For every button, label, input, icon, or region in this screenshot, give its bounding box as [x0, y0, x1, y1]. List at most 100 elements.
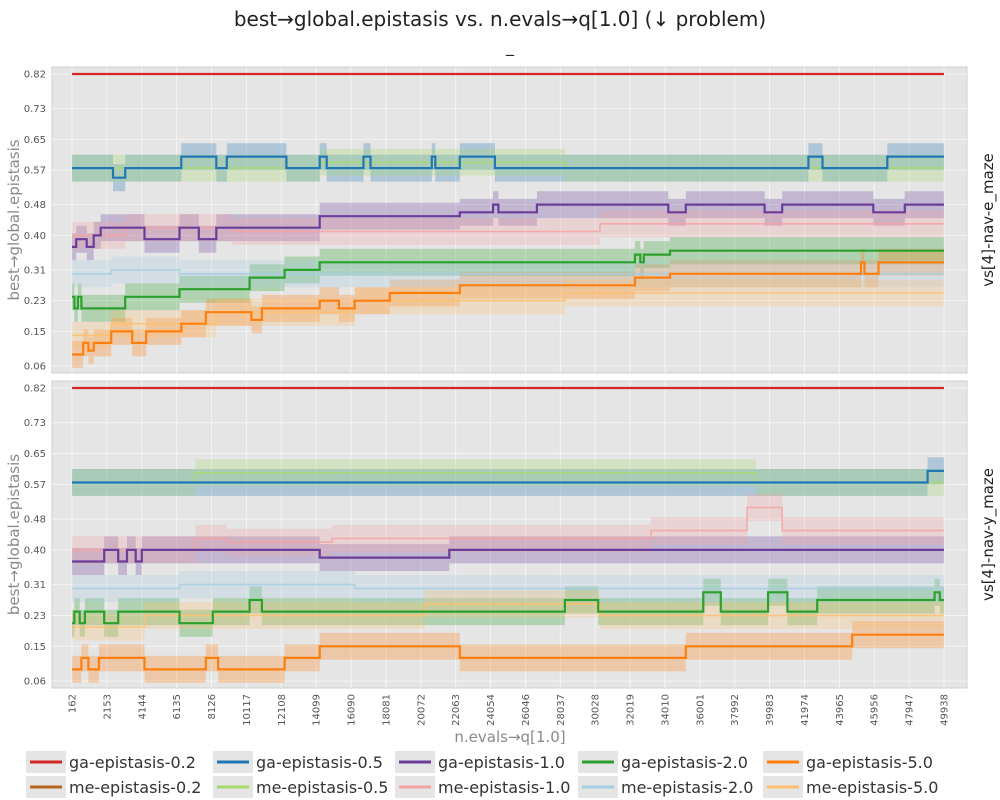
- legend-item-ga-epistasis-0.5: ga-epistasis-0.5: [213, 751, 383, 773]
- confidence-bands: [72, 143, 944, 368]
- y-tick-label: 0.40: [24, 231, 46, 242]
- y-tick-label: 0.06: [24, 677, 46, 688]
- facet-label: vs[4]-nav-e_maze: [979, 153, 998, 287]
- band-ga-epistasis-5.0: [72, 248, 944, 368]
- y-tick-label: 0.73: [24, 104, 46, 115]
- x-axis-label: n.evals→q[1.0]: [454, 728, 565, 746]
- legend-item-me-epistasis-5.0: me-epistasis-5.0: [763, 776, 938, 798]
- legend-label: me-epistasis-0.5: [256, 778, 388, 797]
- legend-label: ga-epistasis-0.2: [69, 753, 196, 772]
- series-line-ga-epistasis-1.0: [72, 203, 944, 248]
- legend-item-me-epistasis-1.0: me-epistasis-1.0: [395, 776, 570, 798]
- y-tick-label: 0.15: [24, 327, 46, 338]
- band-ga-epistasis-2.0: [72, 578, 944, 637]
- legend-item-ga-epistasis-2.0: ga-epistasis-2.0: [578, 751, 748, 773]
- legend-item-me-epistasis-0.2: me-epistasis-0.2: [26, 776, 201, 798]
- x-tick-label: 41974: [800, 694, 811, 726]
- series-line-ga-epistasis-0.5: [72, 469, 944, 484]
- x-tick-label: 30028: [591, 694, 602, 726]
- x-tick-label: 14099: [312, 694, 323, 726]
- x-tick-label: 24054: [486, 694, 497, 726]
- y-tick-label: 0.65: [24, 135, 46, 146]
- band-ga-epistasis-1.0: [72, 536, 944, 575]
- facet-panel-1: 0.82 0.73 0.65 0.57 0.48 0.40 0.31 0.23 0.15 0.06…: [5, 66, 998, 374]
- legend-label: ga-epistasis-5.0: [806, 753, 933, 772]
- y-tick-label: 0.48: [24, 200, 46, 211]
- x-tick-label: 10117: [242, 694, 253, 726]
- y-axis-label: best→global.epistasis: [5, 454, 23, 615]
- x-tick-label: 45956: [870, 694, 881, 726]
- x-tick-label: 28037: [556, 694, 567, 726]
- x-tick-label: 2153: [102, 694, 113, 719]
- x-tick-label: 22063: [451, 694, 462, 726]
- y-tick-label: 0.40: [24, 545, 46, 556]
- y-tick-label: 0.31: [24, 265, 46, 276]
- band-me-epistasis-2.0: [72, 256, 944, 288]
- series-line-ga-epistasis-5.0: [72, 633, 944, 671]
- series-line-me-epistasis-1.0: [72, 506, 944, 551]
- x-tick-label: 34010: [660, 694, 671, 726]
- legend-label: ga-epistasis-0.5: [256, 753, 383, 772]
- panel-background: [51, 380, 968, 689]
- legend-label: me-epistasis-2.0: [621, 778, 753, 797]
- x-tick-label: 20072: [416, 694, 427, 726]
- x-tick-label: 26046: [521, 694, 532, 726]
- series-line-ga-epistasis-2.0: [72, 249, 944, 310]
- y-tick-label: 0.65: [24, 449, 46, 460]
- x-tick-label: 39983: [765, 694, 776, 726]
- band-me-epistasis-0.5: [72, 459, 944, 496]
- y-tick-label: 0.48: [24, 515, 46, 526]
- series-line-ga-epistasis-0.5: [72, 155, 944, 179]
- facet-panel-2: 0.82 0.73 0.65 0.57 0.48 0.40 0.31 0.23 0.15 0.06…: [5, 380, 998, 689]
- band-ga-epistasis-1.0: [72, 191, 944, 261]
- band-me-epistasis-5.0: [72, 279, 944, 349]
- band-ga-epistasis-0.5: [72, 457, 944, 496]
- series-line-me-epistasis-2.0: [72, 269, 944, 275]
- band-me-epistasis-2.0: [72, 571, 944, 602]
- band-me-epistasis-1.0: [72, 494, 944, 564]
- legend-item-me-epistasis-0.5: me-epistasis-0.5: [213, 776, 388, 798]
- y-tick-label: 0.82: [24, 70, 46, 81]
- y-tick-label: 0.31: [24, 580, 46, 591]
- series-line-ga-epistasis-1.0: [72, 548, 944, 563]
- x-tick-label: 37992: [730, 694, 741, 726]
- chart-title: best→global.epistasis vs. n.evals→q[1.0]…: [234, 7, 766, 31]
- band-ga-epistasis-5.0: [72, 621, 944, 683]
- facet-label: vs[4]-nav-y_maze: [979, 468, 998, 601]
- y-tick-label: 0.06: [24, 362, 46, 373]
- panel-background: [51, 66, 968, 374]
- y-tick-label: 0.82: [24, 384, 46, 395]
- facet-panels: 0.82 0.73 0.65 0.57 0.48 0.40 0.31 0.23 0.15 0.06…: [5, 66, 998, 689]
- x-tick-label: 4144: [137, 694, 148, 719]
- chart-subtitle: _: [505, 37, 515, 57]
- x-tick-label: 43965: [835, 694, 846, 726]
- x-tick-label: 32019: [626, 694, 637, 726]
- y-tick-label: 0.57: [24, 480, 46, 491]
- y-axis-label: best→global.epistasis: [5, 139, 23, 300]
- y-tick-label: 0.73: [24, 418, 46, 429]
- y-tick-label: 0.23: [24, 611, 46, 622]
- x-tick-label: 49938: [940, 694, 951, 726]
- legend-label: me-epistasis-5.0: [806, 778, 938, 797]
- series-line-ga-epistasis-5.0: [72, 261, 944, 356]
- legend-label: me-epistasis-1.0: [438, 778, 570, 797]
- y-tick-label: 0.15: [24, 642, 46, 653]
- x-tick-label: 12108: [277, 694, 288, 726]
- series-line-ga-epistasis-2.0: [72, 591, 944, 625]
- series-line-me-epistasis-5.0: [72, 603, 944, 628]
- x-axis: 162 2153 4144 6135 8126 10117 12108 14099 16090 1…: [68, 694, 951, 726]
- x-tick-label: 162: [68, 694, 79, 713]
- band-me-epistasis-1.0: [72, 210, 944, 249]
- series-lines: [72, 72, 944, 356]
- legend-label: me-epistasis-0.2: [69, 778, 201, 797]
- x-tick-label: 8126: [207, 694, 218, 719]
- y-tick-label: 0.57: [24, 166, 46, 177]
- confidence-bands: [72, 457, 944, 683]
- x-tick-label: 18081: [381, 694, 392, 726]
- band-me-epistasis-0.5: [72, 148, 944, 182]
- series-line-me-epistasis-2.0: [72, 583, 944, 590]
- legend-label: ga-epistasis-2.0: [621, 753, 748, 772]
- legend-label: ga-epistasis-1.0: [438, 753, 565, 772]
- x-tick-label: 36001: [695, 694, 706, 726]
